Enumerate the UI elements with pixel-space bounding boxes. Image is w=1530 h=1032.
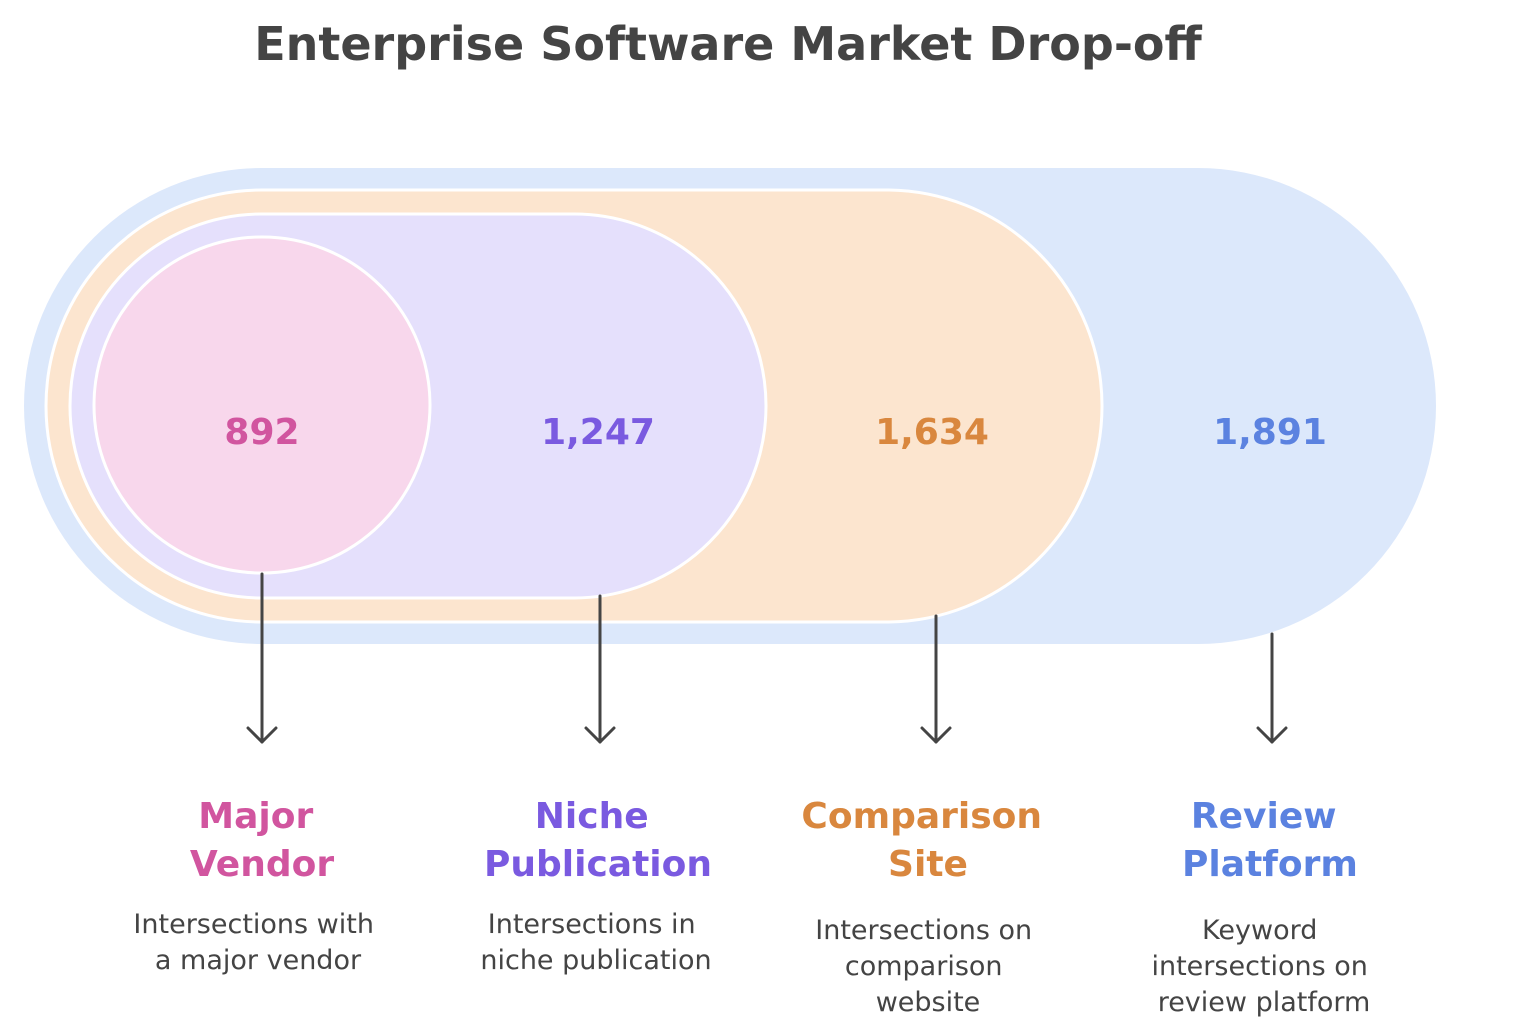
major-vendor-arrow-icon	[246, 572, 278, 744]
niche-publication-value: 1,247	[541, 412, 655, 453]
review-platform-arrow-icon	[1256, 632, 1288, 744]
major-vendor-shape	[92, 235, 432, 575]
review-platform-description: Keyword intersections on review platform	[1151, 915, 1376, 1018]
niche-publication-description: Intersections in niche publication	[480, 909, 711, 976]
review-platform-label: Review Platform	[1182, 796, 1358, 885]
comparison-site-value: 1,634	[875, 412, 989, 453]
major-vendor-label: Major Vendor	[190, 796, 334, 885]
comparison-site-arrow-icon	[920, 614, 952, 744]
review-platform-value: 1,891	[1213, 412, 1327, 453]
diagram-title: Enterprise Software Market Drop-off	[254, 17, 1202, 71]
niche-publication-arrow-icon	[584, 594, 616, 744]
niche-publication-label: Niche Publication	[484, 796, 712, 885]
comparison-site-label: Comparison Site	[801, 796, 1054, 885]
comparison-site-description: Intersections on comparison website	[815, 915, 1041, 1018]
major-vendor-value: 892	[224, 412, 299, 453]
major-vendor-description: Intersections with a major vendor	[133, 909, 382, 976]
